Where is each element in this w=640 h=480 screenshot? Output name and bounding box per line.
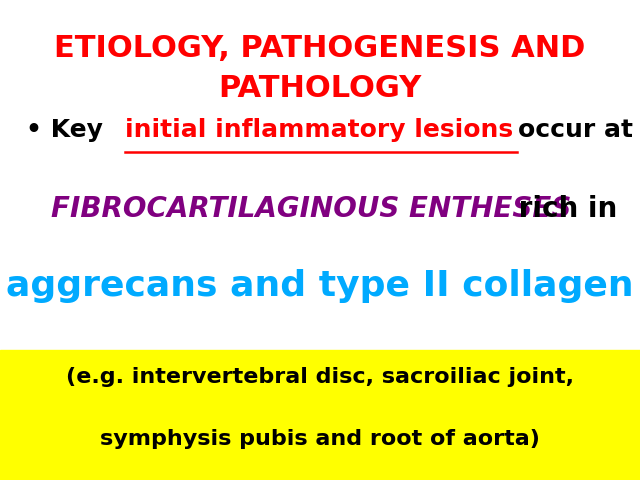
Text: symphysis pubis and root of aorta): symphysis pubis and root of aorta) xyxy=(100,429,540,449)
Text: (e.g. intervertebral disc, sacroiliac joint,: (e.g. intervertebral disc, sacroiliac jo… xyxy=(66,367,574,387)
FancyBboxPatch shape xyxy=(0,350,640,480)
Text: ETIOLOGY, PATHOGENESIS AND: ETIOLOGY, PATHOGENESIS AND xyxy=(54,34,586,62)
Text: FIBROCARTILAGINOUS ENTHESES: FIBROCARTILAGINOUS ENTHESES xyxy=(51,195,572,223)
Text: rich in: rich in xyxy=(509,195,617,223)
Text: initial inflammatory lesions: initial inflammatory lesions xyxy=(125,118,522,142)
Text: aggrecans and type II collagen: aggrecans and type II collagen xyxy=(6,269,634,302)
Text: • Key: • Key xyxy=(26,118,111,142)
Text: occur at: occur at xyxy=(518,118,634,142)
Text: PATHOLOGY: PATHOLOGY xyxy=(218,74,422,103)
